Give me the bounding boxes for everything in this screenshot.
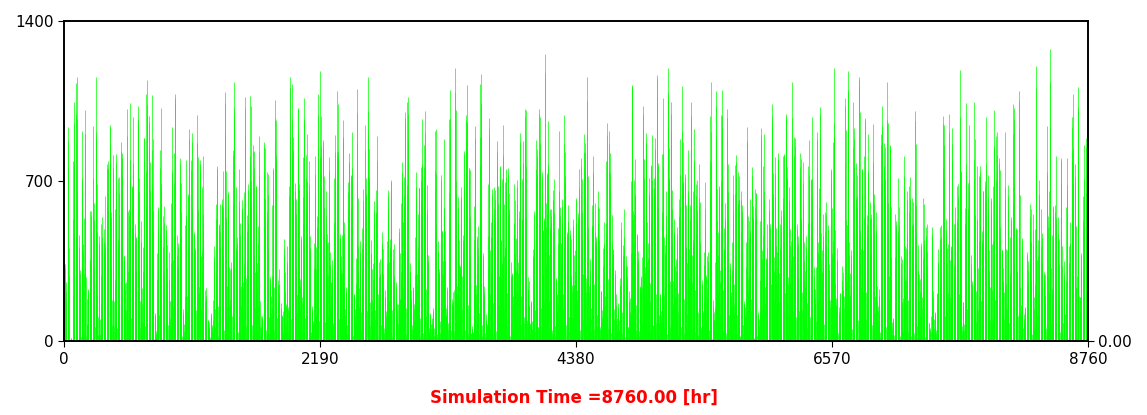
Text: Simulation Time =8760.00 [hr]: Simulation Time =8760.00 [hr] bbox=[430, 389, 717, 407]
